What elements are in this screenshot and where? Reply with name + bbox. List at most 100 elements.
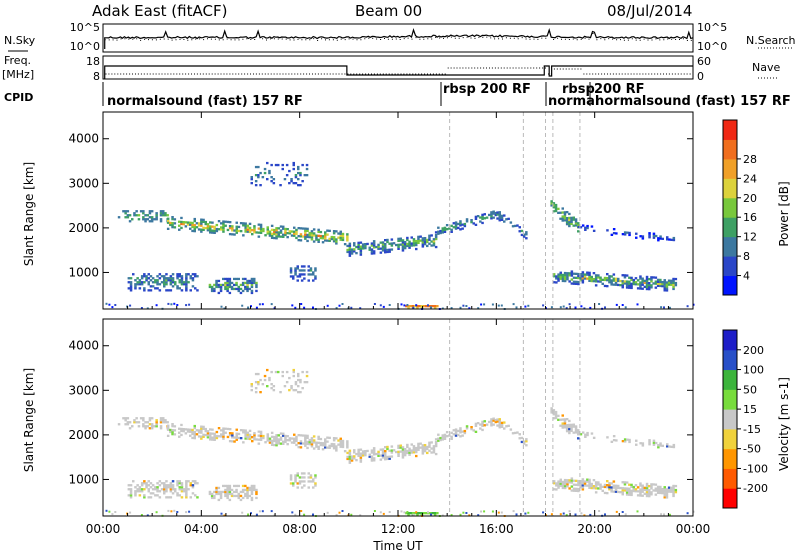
power-cell bbox=[244, 226, 247, 229]
velocity-cell bbox=[326, 436, 329, 439]
power-cell bbox=[317, 234, 320, 237]
power-cell bbox=[148, 216, 152, 219]
velocity-cell bbox=[171, 433, 174, 436]
velocity-cell bbox=[268, 441, 272, 444]
power-cell bbox=[520, 229, 524, 233]
power-cell bbox=[237, 225, 241, 229]
power-cell bbox=[628, 282, 631, 285]
power-cell bbox=[257, 176, 260, 179]
power-cell bbox=[355, 245, 358, 249]
power-cell bbox=[303, 306, 306, 309]
velocity-cell bbox=[565, 514, 568, 517]
velocity-cell bbox=[266, 437, 269, 440]
power-cell bbox=[335, 307, 338, 310]
power-cell bbox=[255, 231, 258, 234]
velocity-cell bbox=[617, 484, 620, 488]
velocity-cell bbox=[428, 445, 431, 448]
velocity-cell bbox=[452, 429, 456, 432]
power-cell bbox=[124, 216, 127, 219]
velocity-heatmap bbox=[105, 368, 695, 517]
velocity-cell bbox=[191, 492, 195, 495]
velocity-cell bbox=[490, 424, 493, 427]
power-cell bbox=[295, 228, 298, 232]
velocity-cell bbox=[339, 445, 342, 448]
velocity-cell bbox=[255, 490, 258, 494]
velocity-cell bbox=[428, 441, 431, 444]
power-cell bbox=[359, 241, 363, 244]
power-cell bbox=[450, 224, 453, 227]
power-cell bbox=[419, 235, 422, 238]
power-cell bbox=[428, 242, 431, 245]
power-cell bbox=[559, 217, 562, 220]
power-cell bbox=[570, 274, 574, 277]
power-cell bbox=[176, 273, 179, 276]
velocity-cell bbox=[370, 451, 374, 454]
velocity-cell bbox=[228, 492, 232, 496]
velocity-cell bbox=[559, 424, 562, 427]
velocity-cell bbox=[599, 485, 602, 488]
power-cell bbox=[196, 275, 199, 278]
velocity-cell bbox=[242, 441, 245, 444]
power-cell bbox=[176, 304, 179, 306]
power-cell bbox=[588, 273, 591, 276]
velocity-cell bbox=[306, 440, 309, 444]
power-cell bbox=[570, 222, 573, 225]
power-cell bbox=[165, 283, 168, 286]
power-cell bbox=[403, 304, 406, 307]
power-cell bbox=[415, 304, 418, 307]
power-cell bbox=[208, 285, 212, 289]
power-cell bbox=[176, 275, 179, 278]
power-cell bbox=[324, 237, 327, 240]
velocity-cell bbox=[270, 435, 274, 438]
velocity-cell bbox=[641, 488, 644, 491]
power-cell bbox=[253, 227, 256, 230]
power-cell bbox=[443, 230, 447, 233]
power-cell bbox=[632, 278, 635, 282]
power-cell bbox=[259, 223, 263, 226]
velocity-cell bbox=[568, 425, 571, 429]
velocity-cell bbox=[206, 436, 210, 439]
power-cell bbox=[255, 289, 258, 293]
velocity-cell bbox=[166, 421, 169, 424]
power-cell bbox=[384, 243, 387, 246]
power-cell bbox=[148, 220, 152, 223]
power-cell bbox=[357, 241, 360, 244]
power-cell bbox=[568, 224, 571, 228]
power-cell bbox=[433, 305, 437, 308]
power-cell bbox=[335, 238, 338, 241]
power-cell bbox=[124, 210, 127, 213]
velocity-cell bbox=[151, 484, 155, 487]
power-cell bbox=[417, 235, 420, 238]
velocity-cell bbox=[639, 494, 642, 497]
power-cell bbox=[266, 232, 269, 235]
velocity-cell bbox=[574, 513, 577, 516]
power-cell bbox=[500, 218, 504, 221]
velocity-cell bbox=[270, 510, 273, 513]
power-cell bbox=[312, 306, 314, 309]
power-cell bbox=[332, 232, 336, 235]
velocity-cell bbox=[136, 484, 139, 487]
y-tick-label: 3000 bbox=[68, 383, 99, 397]
power-cell bbox=[330, 235, 334, 239]
power-cell bbox=[581, 224, 585, 227]
power-cell bbox=[425, 305, 428, 308]
velocity-cell bbox=[415, 446, 418, 450]
power-cell bbox=[202, 226, 205, 229]
velocity-cell bbox=[346, 446, 349, 449]
velocity-cell bbox=[377, 454, 380, 457]
velocity-cell bbox=[165, 480, 168, 483]
power-cell bbox=[488, 213, 491, 217]
velocity-cell bbox=[137, 421, 141, 424]
power-cell bbox=[341, 234, 345, 238]
velocity-cell bbox=[632, 487, 635, 491]
velocity-cell bbox=[297, 374, 300, 378]
power-cell bbox=[592, 272, 596, 275]
velocity-cell bbox=[277, 434, 280, 437]
velocity-cell bbox=[140, 482, 144, 485]
velocity-cell bbox=[527, 511, 530, 514]
velocity-cell bbox=[630, 485, 633, 488]
power-cell bbox=[656, 282, 660, 285]
velocity-cell bbox=[254, 387, 258, 390]
velocity-cell bbox=[346, 457, 349, 461]
power-cell bbox=[656, 278, 660, 281]
